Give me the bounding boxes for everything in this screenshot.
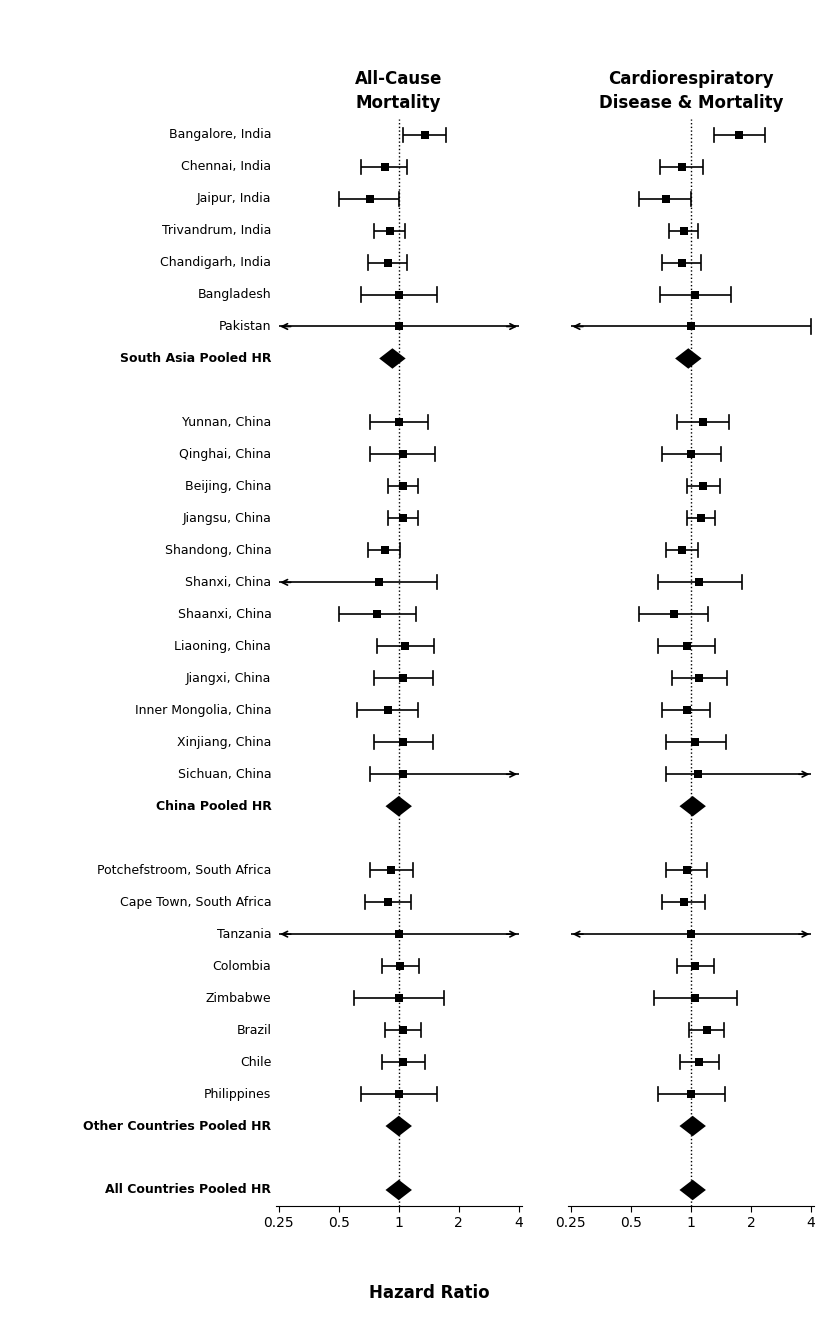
Text: Shandong, China: Shandong, China (164, 544, 271, 558)
Text: Liaoning, China: Liaoning, China (175, 639, 271, 652)
Text: Bangladesh: Bangladesh (198, 289, 271, 301)
Text: Shaanxi, China: Shaanxi, China (178, 608, 271, 621)
Text: Pakistan: Pakistan (219, 320, 271, 333)
Text: China Pooled HR: China Pooled HR (155, 800, 271, 813)
Polygon shape (379, 348, 406, 369)
Text: Shanxi, China: Shanxi, China (185, 576, 271, 589)
Text: Zimbabwe: Zimbabwe (205, 991, 271, 1004)
Polygon shape (386, 1116, 412, 1136)
Text: Chennai, India: Chennai, India (181, 159, 271, 173)
Text: South Asia Pooled HR: South Asia Pooled HR (120, 352, 271, 365)
Text: Jiangxi, China: Jiangxi, China (186, 672, 271, 685)
Polygon shape (680, 796, 706, 816)
Text: Hazard Ratio: Hazard Ratio (369, 1284, 489, 1302)
Text: Qinghai, China: Qinghai, China (180, 448, 271, 461)
Text: Sichuan, China: Sichuan, China (178, 767, 271, 780)
Text: Yunnan, China: Yunnan, China (182, 416, 271, 428)
Text: Xinjiang, China: Xinjiang, China (177, 735, 271, 749)
Text: Inner Mongolia, China: Inner Mongolia, China (134, 704, 271, 717)
Polygon shape (676, 348, 701, 369)
Text: Potchefstroom, South Africa: Potchefstroom, South Africa (97, 863, 271, 876)
Text: Tanzania: Tanzania (217, 928, 271, 941)
Text: Other Countries Pooled HR: Other Countries Pooled HR (84, 1119, 271, 1132)
Text: Beijing, China: Beijing, China (185, 480, 271, 493)
Polygon shape (680, 1180, 706, 1201)
Text: Colombia: Colombia (213, 960, 271, 973)
Text: Trivandrum, India: Trivandrum, India (162, 224, 271, 237)
Text: Chandigarh, India: Chandigarh, India (160, 256, 271, 269)
Text: Jiangsu, China: Jiangsu, China (183, 511, 271, 525)
Text: Philippines: Philippines (204, 1087, 271, 1101)
Text: All Countries Pooled HR: All Countries Pooled HR (105, 1184, 271, 1197)
Text: Jaipur, India: Jaipur, India (197, 192, 271, 206)
Title: All-Cause
Mortality: All-Cause Mortality (355, 70, 443, 112)
Title: Cardiorespiratory
Disease & Mortality: Cardiorespiratory Disease & Mortality (599, 70, 783, 112)
Text: Cape Town, South Africa: Cape Town, South Africa (119, 896, 271, 908)
Polygon shape (680, 1116, 706, 1136)
Text: Bangalore, India: Bangalore, India (169, 128, 271, 141)
Text: Chile: Chile (240, 1056, 271, 1069)
Text: Brazil: Brazil (236, 1024, 271, 1036)
Polygon shape (386, 1180, 412, 1201)
Polygon shape (386, 796, 412, 816)
